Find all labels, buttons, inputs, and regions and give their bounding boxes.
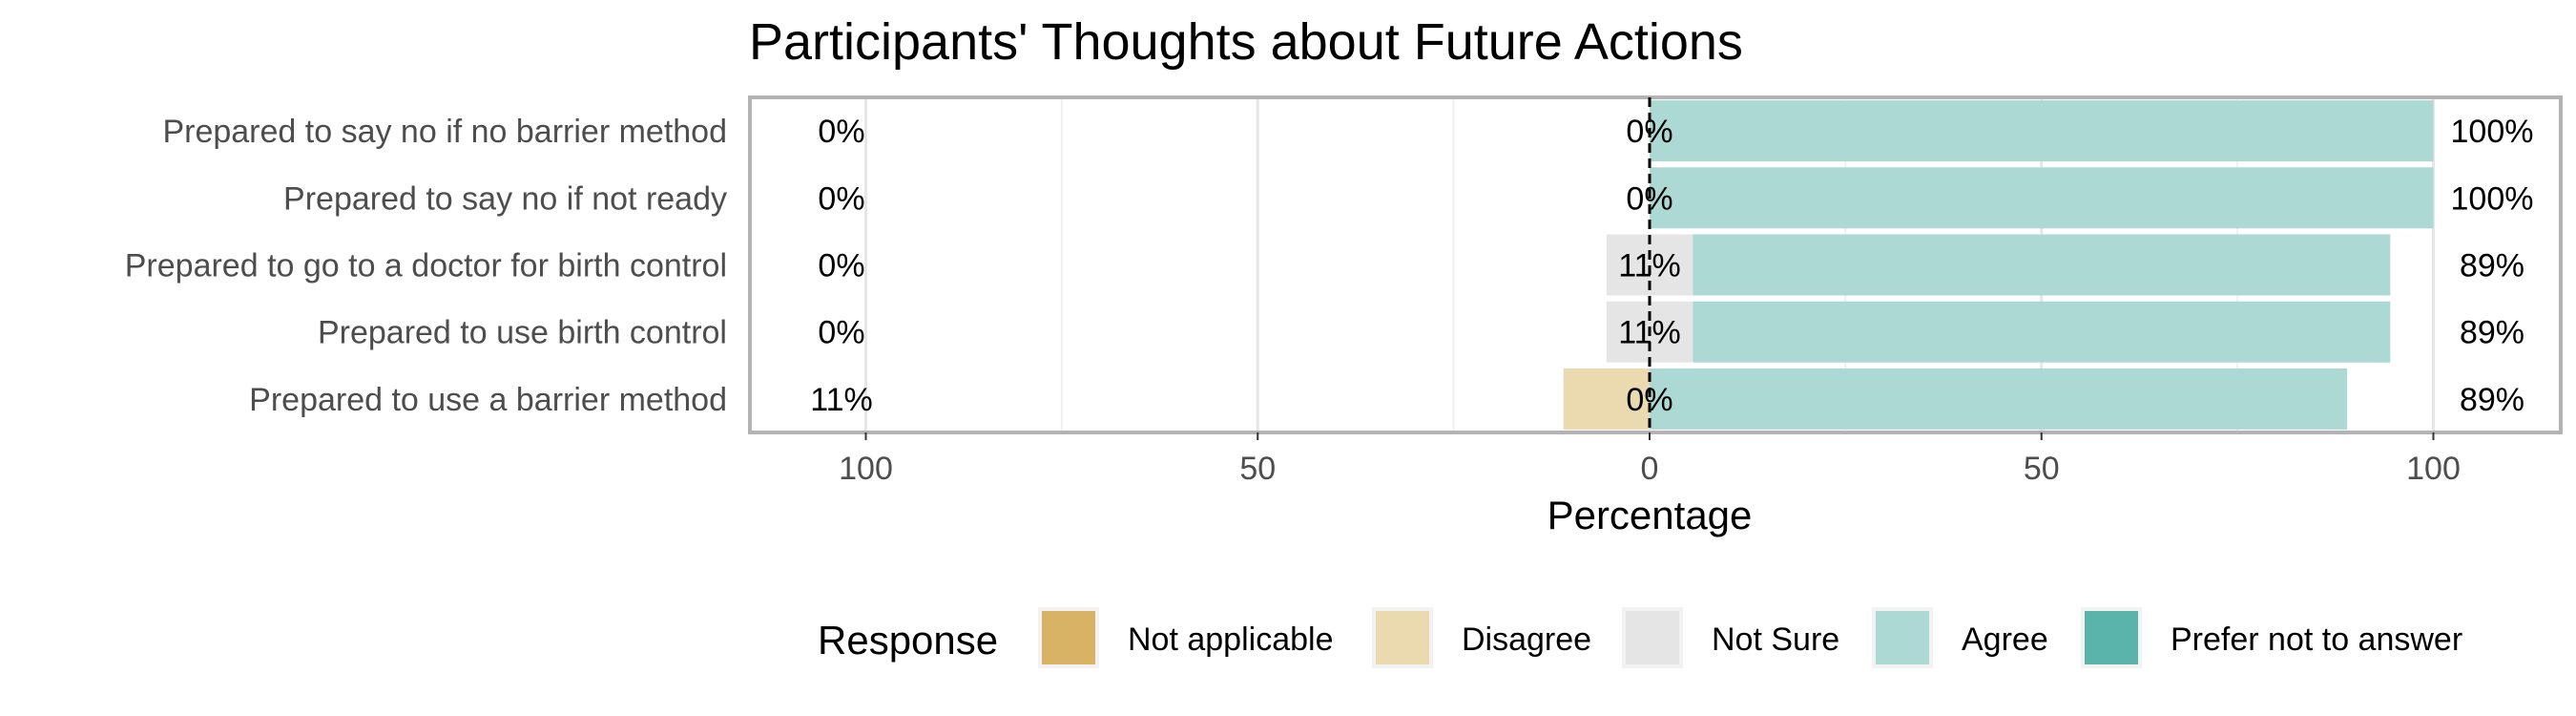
legend-item: Disagree: [1372, 607, 1591, 668]
row-label: Prepared to use a barrier method: [249, 382, 727, 418]
neutral-percentage-label: 0%: [1626, 382, 1672, 418]
bars: [1563, 100, 2434, 430]
legend-item: Prefer not to answer: [2081, 607, 2462, 668]
x-tick-label: 100: [2406, 451, 2461, 487]
high-percentage-label: 89%: [2460, 382, 2524, 418]
row-labels: Prepared to say no if no barrier method P…: [125, 114, 727, 418]
legend-swatch: [1376, 611, 1429, 664]
legend-title: Response: [818, 618, 998, 663]
high-percentage-label: 89%: [2460, 315, 2524, 351]
legend-swatch: [1042, 611, 1095, 664]
low-percentage-label: 0%: [818, 180, 864, 217]
legend-item: Agree: [1872, 607, 2048, 668]
legend-swatch: [1626, 611, 1679, 664]
x-tick-label: 0: [1641, 451, 1659, 487]
x-axis-ticks: 100 50 0 50 100: [839, 432, 2461, 487]
bar-agree: [1650, 167, 2434, 229]
row-label: Prepared to say no if no barrier method: [162, 114, 727, 150]
percentage-labels: 0% 0% 100% 0% 0% 100% 0% 11% 89% 0% 11% 89% 11% 0% 89%: [810, 114, 2533, 418]
plot-panel-border: [748, 95, 2563, 434]
legend-label: Not Sure: [1712, 621, 1839, 658]
bar-agree: [1693, 234, 2391, 296]
legend-label: Not applicable: [1128, 621, 1333, 658]
legend-item: Not applicable: [1038, 607, 1333, 668]
x-tick-label: 50: [1239, 451, 1276, 487]
low-percentage-label: 0%: [818, 315, 864, 351]
row-label: Prepared to go to a doctor for birth con…: [125, 248, 727, 284]
x-tick-label: 100: [839, 451, 893, 487]
low-percentage-label: 0%: [818, 248, 864, 284]
low-percentage-label: 0%: [818, 114, 864, 150]
high-percentage-label: 100%: [2451, 180, 2534, 217]
legend-items: Not applicable Disagree Not Sure Agree Prefe…: [1038, 607, 2462, 668]
neutral-percentage-label: 11%: [1618, 315, 1681, 351]
row-label: Prepared to say no if not ready: [283, 180, 727, 217]
bar-agree: [1650, 368, 2348, 430]
chart-title: Participants' Thoughts about Future Acti…: [749, 13, 1743, 71]
neutral-percentage-label: 0%: [1626, 114, 1672, 150]
bar-disagree: [1563, 368, 1650, 430]
legend-swatch: [1876, 611, 1929, 664]
x-tick-label: 50: [2024, 451, 2060, 487]
row-label: Prepared to use birth control: [318, 315, 727, 351]
high-percentage-label: 89%: [2460, 248, 2524, 284]
high-percentage-label: 100%: [2451, 114, 2534, 150]
neutral-percentage-label: 11%: [1618, 248, 1681, 284]
legend-item: Not Sure: [1622, 607, 1839, 668]
legend-label: Agree: [1962, 621, 2048, 658]
neutral-percentage-label: 0%: [1626, 180, 1672, 217]
legend-label: Disagree: [1462, 621, 1591, 658]
legend-label: Prefer not to answer: [2171, 621, 2462, 658]
bar-agree: [1693, 301, 2391, 363]
legend: Response Not applicable Disagree Not Sure A…: [818, 607, 2462, 668]
low-percentage-label: 11%: [810, 382, 873, 418]
x-axis-title: Percentage: [1548, 493, 1753, 537]
legend-swatch: [2085, 611, 2138, 664]
bar-agree: [1650, 100, 2434, 162]
